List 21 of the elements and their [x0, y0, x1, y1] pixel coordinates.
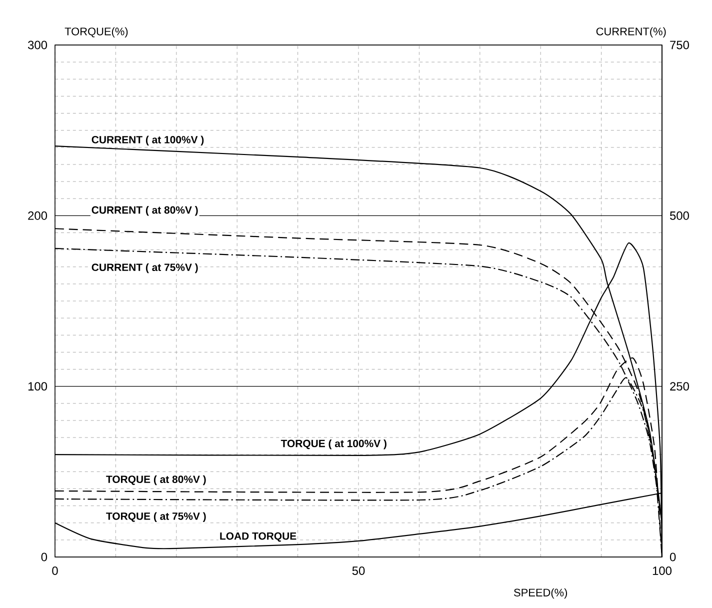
y2-tick-label: 0: [670, 552, 676, 562]
y2-tick-label: 750: [670, 40, 689, 50]
x-axis-title: SPEED(%): [514, 588, 568, 599]
series-label: CURRENT ( at 100%V ): [92, 136, 204, 146]
series-label: TORQUE ( at 80%V ): [106, 475, 206, 486]
series-label: CURRENT ( at 80%V ): [92, 206, 198, 216]
y-tick-label: 200: [28, 211, 48, 220]
y-tick-label: 0: [41, 552, 48, 562]
x-tick-label: 50: [352, 566, 365, 575]
series-label: CURRENT ( at 75%V ): [92, 263, 198, 274]
y2-tick-label: 500: [670, 211, 689, 220]
y2-tick-label: 250: [670, 382, 689, 391]
x-tick-label: 100: [652, 566, 672, 575]
y-tick-label: 100: [28, 382, 48, 391]
series-label: TORQUE ( at 100%V ): [280, 439, 386, 450]
series-label: LOAD TORQUE: [220, 532, 296, 542]
y-axis-title: TORQUE(%): [64, 27, 128, 38]
y2-axis-title: CURRENT(%): [596, 27, 666, 38]
series-label: TORQUE ( at 75%V ): [106, 512, 206, 522]
x-tick-label: 0: [52, 566, 58, 575]
y-tick-label: 300: [28, 40, 48, 50]
